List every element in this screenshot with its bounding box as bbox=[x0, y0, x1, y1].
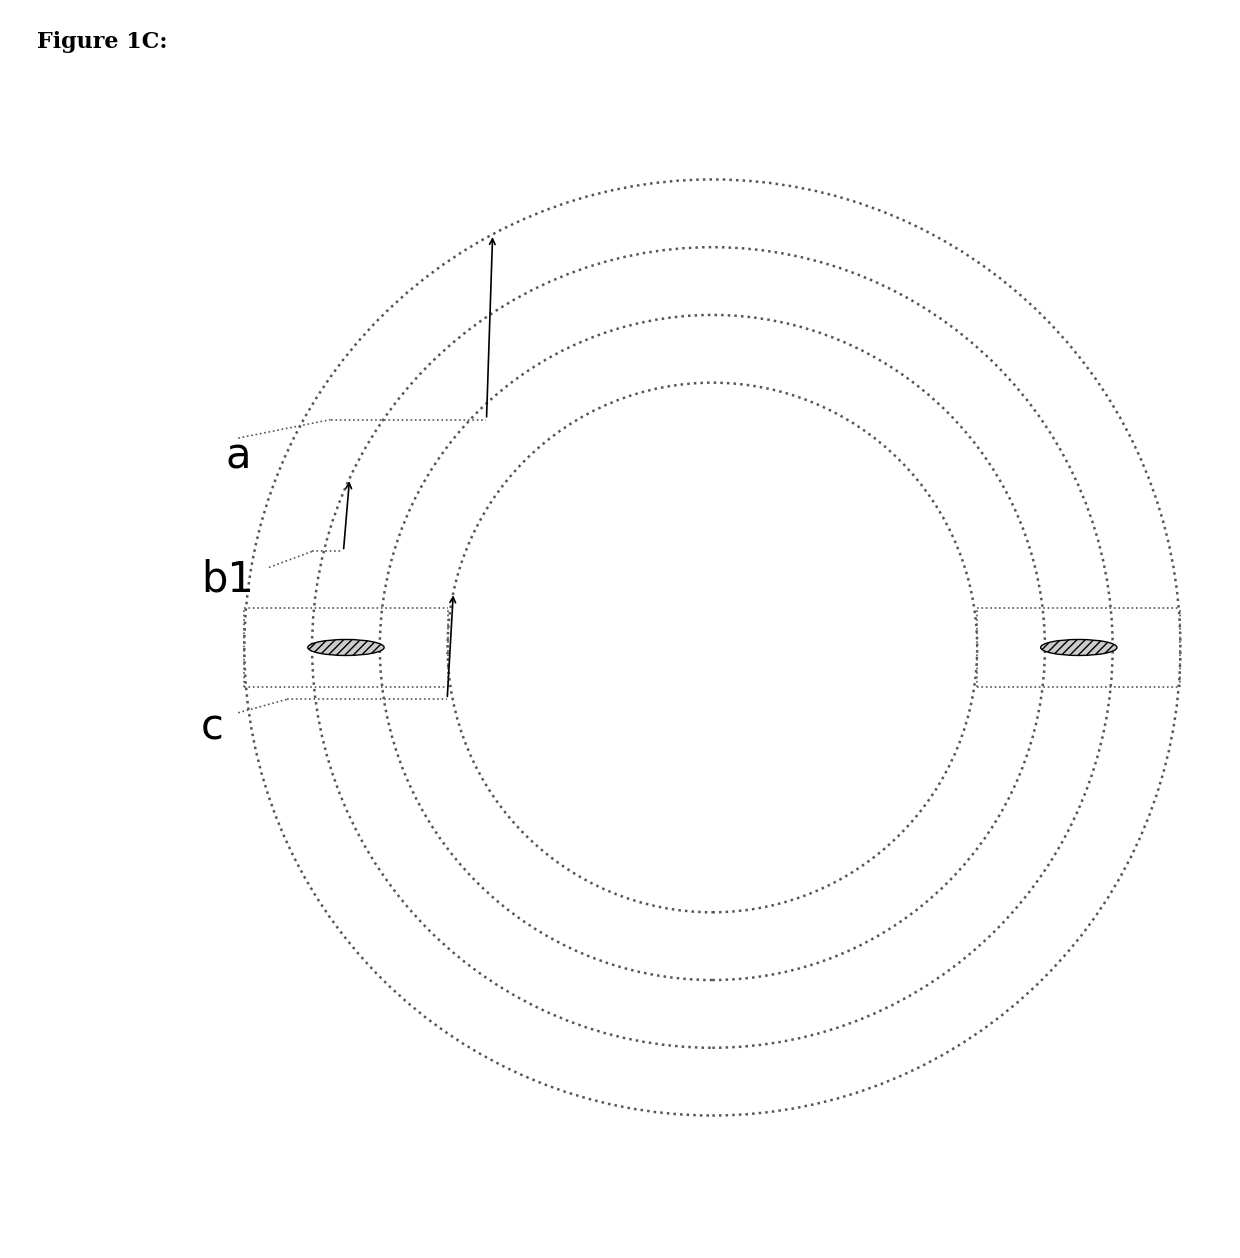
Text: Figure 1C:: Figure 1C: bbox=[37, 31, 167, 53]
Ellipse shape bbox=[308, 639, 384, 655]
Text: c: c bbox=[201, 707, 224, 749]
Text: b1: b1 bbox=[201, 559, 254, 601]
Ellipse shape bbox=[1040, 639, 1117, 655]
Text: a: a bbox=[226, 435, 252, 478]
